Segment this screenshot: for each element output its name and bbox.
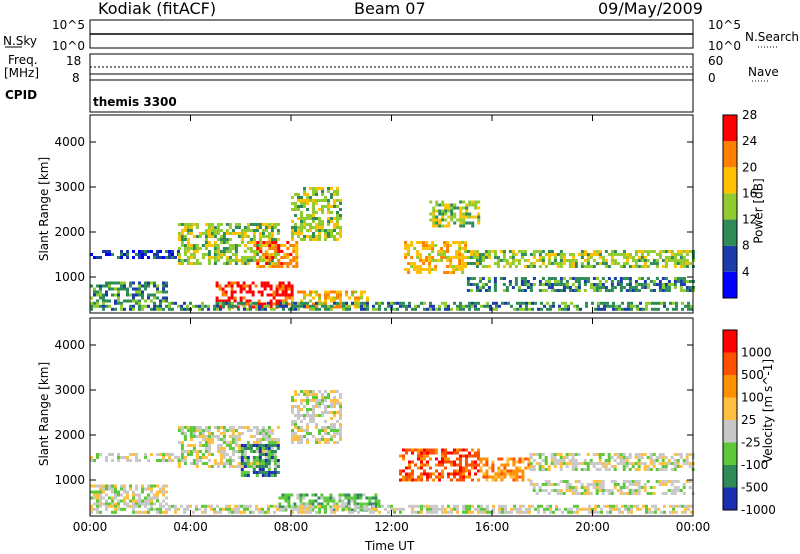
velocity-colorbar-tick: 1000 <box>741 346 772 360</box>
velocity-colorbar-segment <box>723 442 737 465</box>
nave-tick-top: 60 <box>708 54 724 68</box>
velocity-colorbar-tick: 100 <box>741 391 764 405</box>
power-echo-region-9 <box>466 250 695 268</box>
noise-tick-bottom-left: 10^0 <box>52 39 85 53</box>
velocity-xtick-label: 12:00 <box>374 520 409 534</box>
velocity-echo-region-0 <box>90 484 168 506</box>
power-colorbar-frame <box>722 114 738 299</box>
freq-unit-label: [MHz] <box>4 66 40 80</box>
noise-tick-top-left: 10^5 <box>52 18 85 32</box>
nave-tick-bottom: 0 <box>708 71 716 85</box>
velocity-echo-region-9 <box>529 480 695 495</box>
power-ytick-label: 1000 <box>54 270 85 284</box>
power-echo-region-10 <box>466 277 695 292</box>
velocity-colorbar-tick: -1000 <box>741 503 776 517</box>
velocity-colorbar-segment <box>723 375 737 398</box>
velocity-ytick-label: 3000 <box>54 383 85 397</box>
velocity-colorbar-frame <box>722 329 738 511</box>
velocity-xtick-label: 00:00 <box>676 520 711 534</box>
velocity-ytick-label: 1000 <box>54 473 85 487</box>
freq-tick-bottom: 8 <box>72 71 80 85</box>
power-echo-region-1 <box>90 250 180 259</box>
velocity-ytick-label: 2000 <box>54 428 85 442</box>
nsky-label: N.Sky <box>3 34 38 48</box>
power-colorbar-tick: 28 <box>742 108 757 122</box>
velocity-colorbar-tick: 500 <box>741 368 764 382</box>
date-title: 09/May/2009 <box>598 0 703 18</box>
power-echo-region-0 <box>90 281 168 303</box>
power-colorbar-segment <box>723 245 737 272</box>
power-echo-region-4 <box>253 241 299 268</box>
power-echo-region-8 <box>429 200 481 228</box>
velocity-xtick-label: 00:00 <box>73 520 108 534</box>
velocity-xtick-label: 08:00 <box>274 520 309 534</box>
time-xlabel: Time UT <box>365 539 415 553</box>
power-colorbar-tick: 12 <box>742 213 757 227</box>
power-echo-region-5 <box>291 187 342 241</box>
power-echo-region-7 <box>404 241 468 274</box>
velocity-echo-region-2 <box>177 426 280 468</box>
power-ytick-label: 2000 <box>54 225 85 239</box>
power-colorbar-segment <box>723 193 737 220</box>
velocity-colorbar-segment <box>723 487 737 510</box>
velocity-echo-region-6 <box>399 448 480 482</box>
power-colorbar-segment <box>723 141 737 168</box>
velocity-colorbar-segment <box>723 465 737 488</box>
velocity-xtick-label: 20:00 <box>575 520 610 534</box>
velocity-colorbar-tick: -500 <box>741 481 768 495</box>
power-echo-region-11 <box>90 301 693 311</box>
noise-tick-top-right: 10^5 <box>708 18 741 32</box>
power-colorbar-segment <box>723 167 737 194</box>
power-colorbar-tick: 8 <box>742 239 750 253</box>
freq-label: Freq. <box>8 53 38 67</box>
power-colorbar-segment <box>723 219 737 246</box>
power-colorbar-tick: 24 <box>742 134 757 148</box>
velocity-colorbar-segment <box>723 352 737 375</box>
velocity-colorbar-segment <box>723 330 737 353</box>
velocity-echo-region-8 <box>529 453 695 471</box>
velocity-echo-region-1 <box>90 453 180 462</box>
cpid-value: themis 3300 <box>93 95 177 109</box>
velocity-xtick-label: 04:00 <box>173 520 208 534</box>
velocity-colorbar-tick: -25 <box>741 436 761 450</box>
nsearch-label: N.Search <box>745 30 800 44</box>
velocity-echo-region-7 <box>479 457 531 482</box>
velocity-ytick-label: 4000 <box>54 338 85 352</box>
velocity-colorbar-segment <box>723 420 737 443</box>
power-colorbar-tick: 20 <box>742 160 757 174</box>
beam-title: Beam 07 <box>354 0 426 18</box>
power-colorbar-segment <box>723 115 737 142</box>
cpid-label: CPID <box>5 88 38 102</box>
power-ytick-label: 4000 <box>54 135 85 149</box>
velocity-colorbar-segment <box>723 397 737 420</box>
velocity-echo-region-5 <box>291 390 342 444</box>
velocity-echo-region-3 <box>240 444 280 477</box>
noise-tick-bottom-right: 10^0 <box>708 39 741 53</box>
velocity-xtick-label: 16:00 <box>475 520 510 534</box>
velocity-echo-region-10 <box>90 504 693 514</box>
power-ytick-label: 3000 <box>54 180 85 194</box>
velocity-colorbar-tick: 25 <box>741 413 756 427</box>
power-colorbar-tick: 16 <box>742 186 757 200</box>
velocity-colorbar-tick: -100 <box>741 458 768 472</box>
nave-label: Nave <box>748 65 779 79</box>
power-colorbar-tick: 4 <box>742 265 750 279</box>
power-colorbar-segment <box>723 271 737 298</box>
cpid-panel <box>89 79 694 113</box>
freq-tick-top: 18 <box>66 54 82 68</box>
station-title: Kodiak (fitACF) <box>98 0 217 18</box>
